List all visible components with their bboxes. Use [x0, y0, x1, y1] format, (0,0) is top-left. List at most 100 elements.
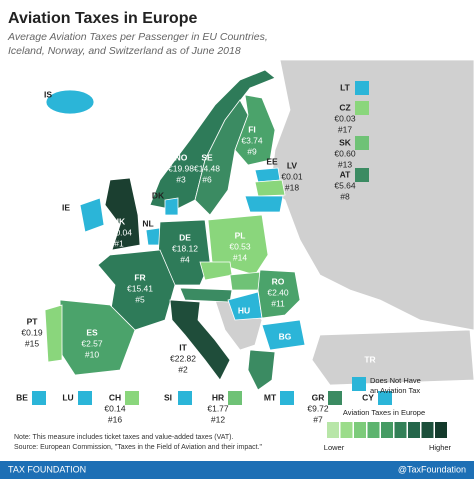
region-sk [229, 271, 263, 291]
country-tax: €0.53 [229, 241, 251, 251]
footer-left: TAX FOUNDATION [8, 464, 86, 474]
region-ro [257, 269, 301, 319]
country-tax: €2.40 [267, 287, 289, 297]
region-it [169, 299, 231, 381]
country-swatch [355, 136, 369, 150]
country-swatch [378, 391, 392, 405]
country-rank: #12 [211, 414, 225, 424]
region-lt [244, 195, 284, 213]
country-rank: #17 [338, 124, 352, 134]
country-rank: #15 [25, 338, 39, 348]
country-code: HU [238, 305, 250, 315]
region-ee [254, 167, 281, 183]
region-lv [254, 179, 286, 197]
legend-scale-swatch [367, 422, 380, 438]
note: Note: This measure includes ticket taxes… [14, 434, 233, 441]
country-code: PT [27, 316, 39, 326]
country-rank: #16 [108, 414, 122, 424]
legend-scale-swatch [408, 422, 420, 438]
footer-right: @TaxFoundation [398, 464, 466, 474]
region-uk [104, 177, 141, 251]
country-tax: €5.64 [334, 180, 356, 190]
region-dk [164, 197, 179, 216]
country-code: CY [362, 392, 374, 402]
country-tax: €15.41 [127, 283, 153, 293]
country-code: CH [109, 392, 121, 402]
legend-scale-swatch [340, 422, 353, 438]
country-code: NL [142, 218, 153, 228]
country-code: MT [264, 392, 277, 402]
country-code: DK [152, 190, 165, 200]
legend-low: Lower [324, 443, 345, 452]
country-rank: #18 [285, 182, 299, 192]
country-tax: €2.57 [81, 338, 103, 348]
country-swatch [228, 391, 242, 405]
country-rank: #6 [202, 174, 212, 184]
country-tax: €9.72 [307, 403, 329, 413]
country-tax: €19.98 [168, 163, 194, 173]
country-rank: #11 [271, 298, 285, 308]
country-code: PL [235, 230, 246, 240]
country-rank: #9 [247, 146, 257, 156]
country-code: ES [86, 327, 98, 337]
country-swatch [125, 391, 139, 405]
country-swatch [178, 391, 192, 405]
country-code: RO [272, 276, 285, 286]
country-code: EE [266, 156, 278, 166]
title: Aviation Taxes in Europe [8, 10, 197, 27]
region-pl [207, 214, 269, 276]
country-rank: #2 [178, 364, 188, 374]
country-swatch [355, 101, 369, 115]
legend-no-tax: an Aviation Tax [370, 386, 420, 395]
legend-no-tax-swatch [352, 377, 366, 391]
country-tax: €3.74 [241, 135, 263, 145]
country-tax: €40.04 [106, 227, 132, 237]
country-code: CZ [339, 102, 350, 112]
country-tax: €0.60 [334, 148, 356, 158]
footer-bar [0, 461, 474, 479]
country-code: FR [134, 272, 145, 282]
country-code: BG [279, 331, 292, 341]
subtitle: Iceland, Norway, and Switzerland as of J… [8, 45, 241, 57]
region-ie [79, 197, 105, 233]
legend-scale-swatch [435, 422, 447, 438]
country-code: HR [212, 392, 224, 402]
country-code: GR [312, 392, 325, 402]
country-code: LV [287, 160, 298, 170]
country-tax: €18.12 [172, 243, 198, 253]
country-tax: €0.01 [281, 171, 303, 181]
country-code: BE [16, 392, 28, 402]
country-code: IS [44, 89, 52, 99]
country-code: IE [62, 202, 70, 212]
country-swatch [355, 168, 369, 182]
country-code: LU [62, 392, 73, 402]
region-other [269, 59, 474, 331]
note: Source: European Commission, "Taxes in t… [14, 444, 263, 451]
legend-high: Higher [429, 443, 452, 452]
country-code: IT [179, 342, 187, 352]
legend-scale-swatch [381, 422, 393, 438]
legend-no-tax: Does Not Have [370, 376, 421, 385]
country-code: SK [339, 137, 352, 147]
country-rank: #4 [180, 254, 190, 264]
country-code: LT [340, 82, 351, 92]
legend-scale-swatch [327, 422, 339, 438]
region-fi [234, 94, 276, 166]
country-swatch [32, 391, 46, 405]
country-rank: #14 [233, 252, 247, 262]
region-other [311, 329, 474, 386]
country-rank: #3 [176, 174, 186, 184]
legend-scale-title: Aviation Taxes in Europe [343, 408, 425, 417]
country-code: NO [175, 152, 188, 162]
legend-scale-swatch [394, 422, 407, 438]
country-rank: #5 [135, 294, 145, 304]
country-tax: €1.77 [207, 403, 229, 413]
country-swatch [78, 391, 92, 405]
country-code: UK [113, 216, 126, 226]
map [44, 59, 474, 391]
country-code: DE [179, 232, 191, 242]
country-rank: #10 [85, 349, 99, 359]
country-swatch [328, 391, 342, 405]
country-code: SE [201, 152, 213, 162]
